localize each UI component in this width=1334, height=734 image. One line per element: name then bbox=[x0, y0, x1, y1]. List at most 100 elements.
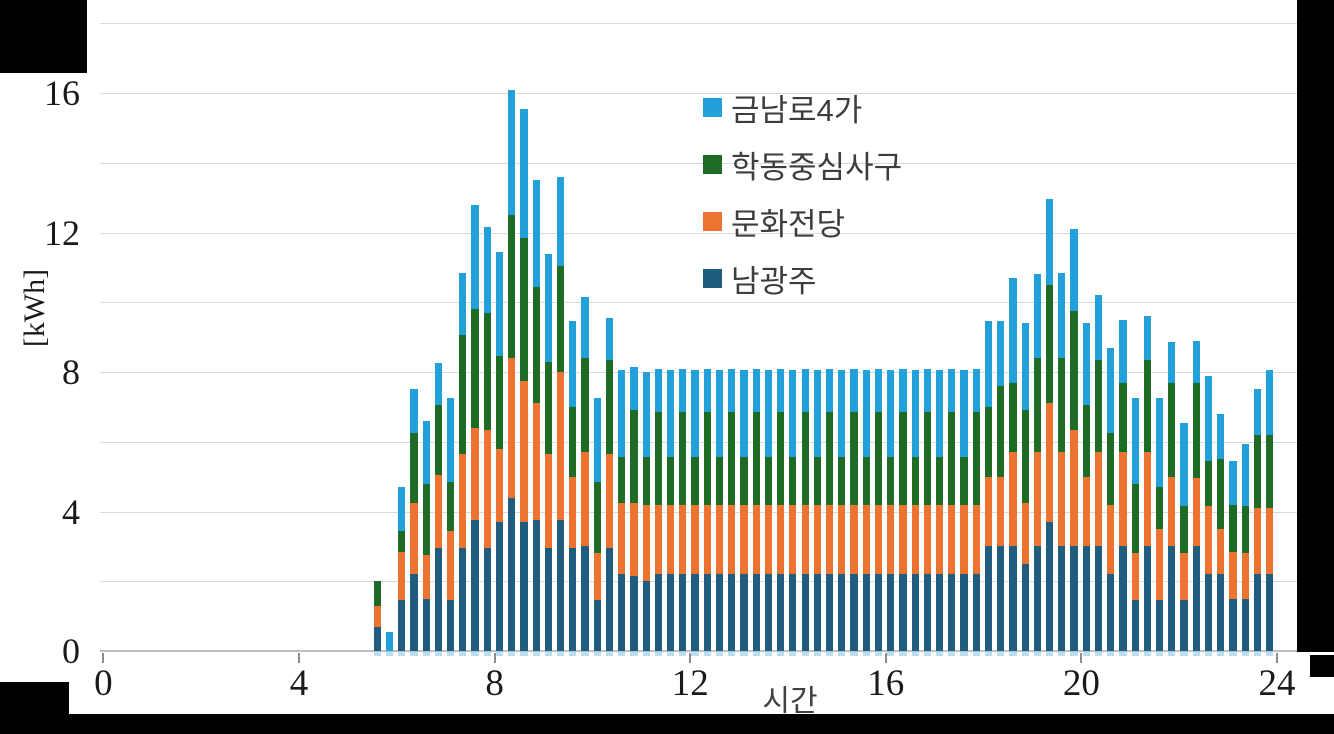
bar-segment bbox=[1229, 504, 1237, 552]
bar-segment bbox=[703, 504, 711, 575]
bar-segment bbox=[789, 370, 797, 458]
bar-segment bbox=[667, 457, 675, 505]
bar-segment bbox=[459, 272, 467, 336]
bar-baseline-stub bbox=[715, 652, 724, 656]
bar-segment bbox=[593, 481, 601, 554]
bar-segment bbox=[1204, 506, 1213, 575]
bar-segment bbox=[923, 574, 931, 651]
bar-segment bbox=[715, 504, 724, 575]
bar-segment bbox=[1131, 600, 1139, 651]
bar-segment bbox=[446, 481, 455, 531]
bar-segment bbox=[850, 368, 858, 413]
bar-segment bbox=[825, 574, 834, 651]
bar-segment bbox=[483, 227, 491, 313]
bar-segment bbox=[874, 574, 883, 651]
bar-segment bbox=[1168, 382, 1176, 477]
bar-baseline-stub bbox=[764, 652, 773, 656]
bar-segment bbox=[715, 370, 724, 458]
bar-baseline-stub bbox=[1058, 652, 1066, 656]
bar-segment bbox=[850, 504, 858, 575]
bar-segment bbox=[691, 457, 699, 505]
legend-swatch-darkblue-icon bbox=[703, 269, 722, 288]
bar-baseline-stub bbox=[838, 652, 846, 656]
bar-baseline-stub bbox=[581, 652, 589, 656]
bar-segment bbox=[1107, 504, 1115, 575]
bar-baseline-stub bbox=[752, 652, 760, 656]
bar-baseline-stub bbox=[1156, 652, 1164, 656]
legend: 금남로4가 학동중심사구 문화전당 남광주 bbox=[703, 88, 902, 316]
bar-segment bbox=[544, 453, 552, 549]
bar-segment bbox=[874, 504, 883, 575]
bar-segment bbox=[801, 504, 809, 575]
legend-item-hakdong: 학동중심사구 bbox=[703, 145, 902, 185]
bar-segment bbox=[373, 581, 381, 606]
bar-segment bbox=[1143, 452, 1151, 547]
bar-baseline-stub bbox=[691, 652, 699, 656]
bar-segment bbox=[740, 457, 748, 505]
bar-segment bbox=[398, 600, 406, 651]
bar-baseline-stub bbox=[434, 652, 442, 656]
bar-segment bbox=[593, 600, 601, 651]
gridline bbox=[100, 302, 1297, 304]
bar-segment bbox=[1033, 358, 1041, 453]
bar-segment bbox=[972, 574, 980, 651]
bar-segment bbox=[838, 574, 846, 651]
bar-segment bbox=[483, 429, 491, 549]
bar-segment bbox=[532, 180, 540, 287]
bar-segment bbox=[984, 321, 993, 407]
bar-segment bbox=[887, 574, 895, 651]
bar-segment bbox=[703, 412, 711, 505]
gridline bbox=[100, 162, 1297, 164]
bar-segment bbox=[899, 504, 907, 575]
bar-segment bbox=[618, 574, 626, 651]
bar-segment bbox=[544, 253, 552, 362]
bar-segment bbox=[1058, 546, 1066, 651]
bar-baseline-stub bbox=[1229, 652, 1237, 656]
bar-segment bbox=[1058, 358, 1066, 453]
bar-segment bbox=[1131, 553, 1139, 601]
bar-segment bbox=[960, 370, 968, 458]
bar-segment bbox=[715, 457, 724, 505]
bar-segment bbox=[1107, 433, 1115, 505]
bar-segment bbox=[422, 483, 430, 556]
bar-segment bbox=[789, 457, 797, 505]
bar-segment bbox=[1266, 370, 1274, 435]
bar-segment bbox=[520, 380, 528, 522]
y-tick-label: 4 bbox=[62, 491, 80, 532]
legend-item-munhwajeondang: 문화전당 bbox=[703, 202, 902, 242]
bar-segment bbox=[1204, 460, 1213, 507]
x-tick-mark bbox=[493, 653, 496, 663]
bar-segment bbox=[813, 457, 821, 505]
bar-baseline-stub bbox=[446, 652, 455, 656]
bar-segment bbox=[862, 574, 870, 651]
bar-baseline-stub bbox=[1266, 652, 1274, 656]
bar-segment bbox=[642, 504, 650, 582]
bar-segment bbox=[630, 410, 638, 503]
bar-segment bbox=[1046, 403, 1054, 522]
bar-baseline-stub bbox=[801, 652, 809, 656]
bar-segment bbox=[887, 504, 895, 575]
bar-segment bbox=[1094, 452, 1103, 547]
bar-segment bbox=[801, 574, 809, 651]
bar-segment bbox=[935, 504, 944, 575]
bar-segment bbox=[605, 453, 614, 549]
gridline bbox=[100, 232, 1297, 234]
bar-baseline-stub bbox=[483, 652, 491, 656]
bar-segment bbox=[679, 574, 687, 651]
bar-segment bbox=[544, 548, 552, 651]
bar-segment bbox=[801, 412, 809, 505]
bar-segment bbox=[948, 412, 956, 505]
gridline bbox=[100, 23, 1297, 25]
bar-segment bbox=[1266, 574, 1274, 651]
x-tick-label: 12 bbox=[671, 663, 709, 704]
bar-baseline-stub bbox=[984, 652, 993, 656]
bar-segment bbox=[935, 574, 944, 651]
bar-segment bbox=[1168, 476, 1176, 547]
bar-segment bbox=[703, 574, 711, 651]
bar-baseline-stub bbox=[520, 652, 528, 656]
bar-segment bbox=[446, 398, 455, 482]
bar-baseline-stub bbox=[544, 652, 552, 656]
bar-segment bbox=[825, 504, 834, 575]
bar-segment bbox=[813, 504, 821, 575]
bar-baseline-stub bbox=[398, 652, 406, 656]
